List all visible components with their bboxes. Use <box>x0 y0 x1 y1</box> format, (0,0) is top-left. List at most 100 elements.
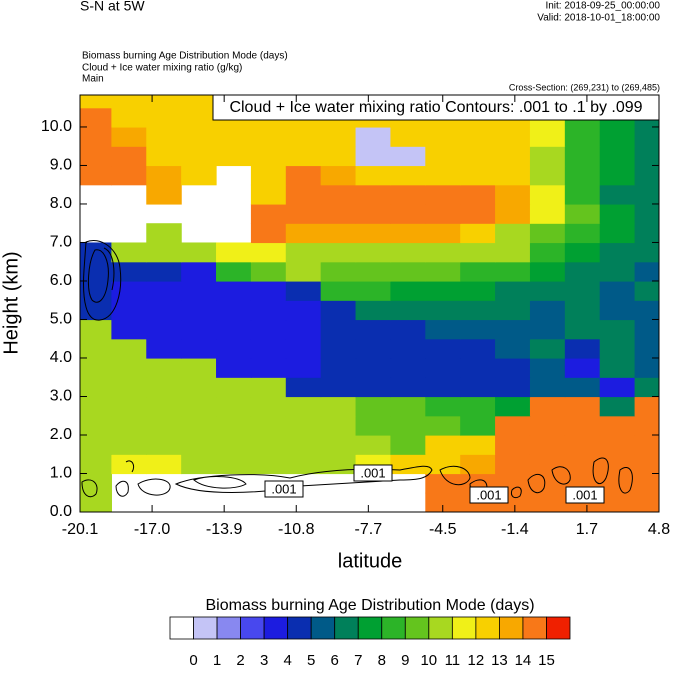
field-cell <box>216 415 252 436</box>
field-cell <box>529 396 566 417</box>
field-cell <box>80 280 112 301</box>
contour-label: .001 <box>476 487 501 502</box>
field-cell <box>355 223 392 244</box>
x-tick-label: -20.1 <box>62 521 99 538</box>
field-cell <box>285 300 322 321</box>
field-cell <box>634 319 659 340</box>
field-cell <box>529 300 566 321</box>
field-cell <box>634 377 659 398</box>
field-cell <box>355 242 392 263</box>
field-cell <box>216 261 252 282</box>
field-cell <box>495 415 531 436</box>
colorbar-box <box>216 616 241 640</box>
field-cell <box>390 146 426 167</box>
colorbar-box <box>428 616 453 640</box>
field-cell <box>320 357 357 378</box>
field-cell <box>634 454 659 475</box>
field-cell <box>390 415 426 436</box>
field-cell <box>495 146 531 167</box>
field-cell <box>111 415 147 436</box>
field-cell <box>355 357 392 378</box>
field-cell <box>460 434 496 455</box>
field-cell <box>285 377 322 398</box>
field-cell <box>495 261 531 282</box>
field-cell <box>390 319 426 340</box>
field-cell <box>285 203 322 224</box>
field-cell <box>250 415 287 436</box>
field-cell <box>355 126 392 147</box>
field-cell <box>250 434 287 455</box>
field-cell <box>634 223 659 244</box>
field-cell <box>390 184 426 205</box>
y-tick-label: 0.0 <box>50 503 72 520</box>
field-cell <box>564 126 601 147</box>
field-cell <box>320 165 357 186</box>
field-cell <box>80 146 112 167</box>
field-cell <box>495 165 531 186</box>
field-cell <box>599 165 636 186</box>
field-cell <box>355 338 392 359</box>
field-cell <box>111 280 147 301</box>
field-cell <box>425 357 461 378</box>
x-tick-label: -17.0 <box>134 521 171 538</box>
field-cell <box>111 338 147 359</box>
field-cell <box>320 434 357 455</box>
field-cell <box>564 146 601 167</box>
field-cell <box>460 357 496 378</box>
field-cell <box>181 300 217 321</box>
y-tick-label: 7.0 <box>50 234 72 251</box>
field-cell <box>529 203 566 224</box>
field-cell <box>529 319 566 340</box>
field-cell <box>460 184 496 205</box>
field-cell <box>216 454 252 475</box>
field-cell <box>599 146 636 167</box>
field-cell <box>320 280 357 301</box>
field-cell <box>320 223 357 244</box>
field-cell <box>599 492 636 512</box>
field-cell <box>285 454 322 475</box>
field-cell <box>634 203 659 224</box>
field-cell <box>181 454 217 475</box>
field-cell <box>599 377 636 398</box>
field-cell <box>425 396 461 417</box>
field-cell <box>320 146 357 167</box>
field-cell <box>216 146 252 167</box>
field-cell <box>564 377 601 398</box>
field-cell <box>181 434 217 455</box>
field-cell <box>495 280 531 301</box>
colorbar-box <box>381 616 406 640</box>
x-tick-label: -13.9 <box>206 521 243 538</box>
field-cell <box>634 261 659 282</box>
field-cell <box>216 126 252 147</box>
field-cell <box>564 434 601 455</box>
field-cell <box>529 242 566 263</box>
field-cell <box>425 454 461 475</box>
field-cell <box>181 357 217 378</box>
field-cell <box>634 492 659 512</box>
field-cell <box>250 396 287 417</box>
field-cell <box>320 184 357 205</box>
field-cell <box>460 280 496 301</box>
field-cell <box>355 415 392 436</box>
field-cell <box>250 338 287 359</box>
field-cell <box>111 107 147 128</box>
colorbar-title: Biomass burning Age Distribution Mode (d… <box>205 597 534 614</box>
field-cell <box>599 319 636 340</box>
field-cell <box>529 377 566 398</box>
colorbar: 0 1 2 3 4 5 6 7 8 9 10 11 12 13 14 15 <box>169 616 571 669</box>
x-tick-label: -10.8 <box>278 521 315 538</box>
y-tick-label: 9.0 <box>50 157 72 174</box>
field-cell <box>320 377 357 398</box>
field-cell <box>285 415 322 436</box>
colorbar-box <box>334 616 359 640</box>
field-cell <box>529 165 566 186</box>
field-cell <box>216 242 252 263</box>
chart-title: S-N at 5W <box>80 0 145 14</box>
colorbar-box <box>475 616 500 640</box>
field-cell <box>181 338 217 359</box>
field-cell <box>634 338 659 359</box>
colorbar-label: 3 <box>260 652 268 668</box>
field-cell <box>599 280 636 301</box>
field-cell <box>216 300 252 321</box>
field-cell <box>529 261 566 282</box>
